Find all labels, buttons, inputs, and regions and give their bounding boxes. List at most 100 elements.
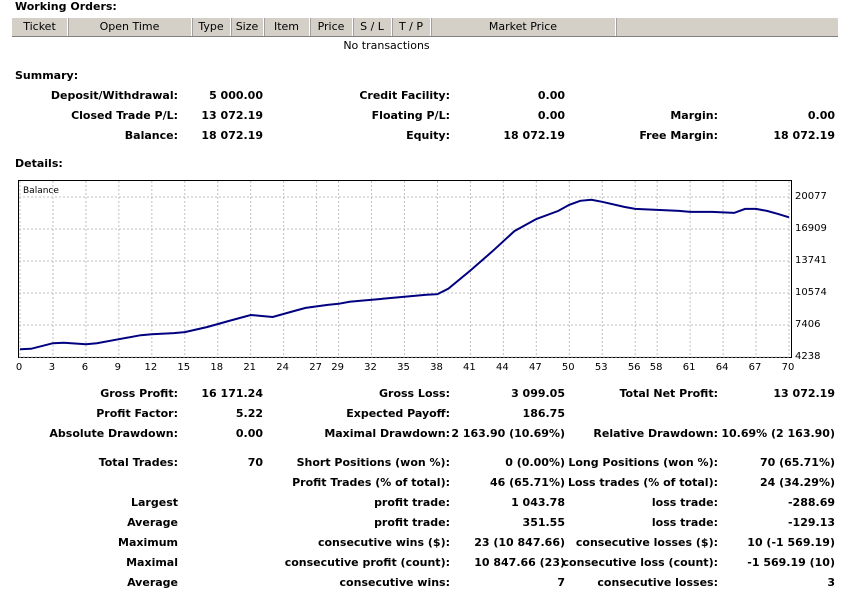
stat-label-3: loss trade: [651, 496, 718, 509]
x-tick-label: 56 [627, 362, 641, 373]
x-tick-label: 64 [715, 362, 729, 373]
stat-label-3: loss trade: [651, 516, 718, 529]
stat-label-3: consecutive loss (count): [562, 556, 718, 569]
x-tick-label: 41 [463, 362, 476, 373]
x-tick-label: 27 [309, 362, 322, 373]
column-blank [616, 18, 838, 36]
column-size[interactable]: Size [231, 18, 264, 36]
stat-label-3: consecutive losses: [597, 576, 718, 589]
stat-label-2: profit trade: [374, 496, 450, 509]
x-tick-label: 24 [276, 362, 290, 373]
working-orders-header: Ticket Open Time Type Size Item Price S … [12, 17, 838, 37]
y-tick-label: 7406 [795, 318, 821, 330]
no-transactions-message: No transactions [343, 39, 430, 52]
margin-label: Margin: [670, 109, 718, 122]
column-type[interactable]: Type [192, 18, 231, 36]
stat-label-2: Gross Loss: [379, 387, 450, 400]
stat-label-1: Average [127, 576, 178, 589]
stat-label-1: Largest [131, 496, 178, 509]
stat-value-2: 23 (10 847.66) [474, 536, 565, 549]
x-tick-label: 32 [364, 362, 377, 373]
x-tick-label: 12 [144, 362, 158, 373]
free-margin-value: 18 072.19 [773, 129, 835, 142]
stat-value-2: 10 847.66 (23) [474, 556, 565, 569]
stat-label-1: Profit Factor: [96, 407, 178, 420]
stat-label-3: Loss trades (% of total): [567, 476, 718, 489]
stat-label-1: Average [127, 516, 178, 529]
stat-value-2: 2 163.90 (10.69%) [451, 427, 565, 440]
x-tick-label: 47 [528, 362, 542, 373]
stat-label-2: consecutive wins ($): [317, 536, 450, 549]
column-take-profit[interactable]: T / P [392, 18, 431, 36]
chart-series-label: Balance [23, 186, 59, 196]
credit-value: 0.00 [537, 89, 565, 102]
x-tick-label: 58 [649, 362, 663, 373]
equity-value: 18 072.19 [503, 129, 565, 142]
x-tick-label: 50 [561, 362, 575, 373]
stat-value-3: 13 072.19 [773, 387, 835, 400]
y-tick-label: 20077 [795, 191, 827, 202]
stat-label-3: Total Net Profit: [619, 387, 719, 400]
balance-chart-svg: Balance [19, 181, 791, 358]
stat-label-2: Maximal Drawdown: [324, 427, 450, 440]
stat-label-1: Total Trades: [98, 456, 178, 469]
column-price[interactable]: Price [310, 18, 353, 36]
stat-label-2: consecutive profit (count): [284, 556, 450, 569]
x-tick-label: 61 [682, 362, 696, 373]
stat-label-1: Gross Profit: [100, 387, 178, 400]
stat-label-1: Maximum [118, 536, 178, 549]
floating-label: Floating P/L: [371, 109, 450, 122]
details-title: Details: [15, 157, 63, 170]
stat-value-1: 5.22 [235, 407, 263, 420]
stat-value-3: 24 (34.29%) [759, 476, 835, 489]
column-market-price[interactable]: Market Price [431, 18, 616, 36]
stat-label-3: Relative Drawdown: [593, 427, 718, 440]
x-tick-label: 53 [594, 362, 608, 373]
stat-value-2: 186.75 [522, 407, 565, 420]
x-tick-label: 38 [430, 362, 443, 373]
stat-label-2: Short Positions (won %): [296, 456, 450, 469]
x-tick-label: 70 [781, 362, 795, 373]
stat-value-2: 46 (65.71%) [489, 476, 565, 489]
stat-label-3: consecutive losses ($): [575, 536, 718, 549]
credit-label: Credit Facility: [359, 89, 450, 102]
balance-value: 18 072.19 [201, 129, 263, 142]
closed-trade-value: 13 072.19 [201, 109, 263, 122]
stat-value-1: 70 [247, 456, 263, 469]
stat-label-2: Profit Trades (% of total): [292, 476, 450, 489]
stat-value-3: 70 (65.71%) [759, 456, 835, 469]
working-orders-title: Working Orders: [15, 0, 117, 13]
stat-value-2: 0 (0.00%) [505, 456, 565, 469]
y-tick-label: 10574 [795, 286, 827, 298]
free-margin-label: Free Margin: [639, 129, 718, 142]
y-tick-label: 4238 [795, 351, 821, 362]
balance-chart: Balance [18, 180, 792, 358]
x-tick-label: 67 [748, 362, 762, 373]
x-tick-label: 9 [114, 362, 122, 373]
x-tick-label: 3 [48, 362, 56, 373]
equity-label: Equity: [406, 129, 450, 142]
closed-trade-label: Closed Trade P/L: [71, 109, 178, 122]
x-tick-label: 29 [331, 362, 344, 373]
stat-value-3: -288.69 [787, 496, 835, 509]
column-stop-loss[interactable]: S / L [353, 18, 392, 36]
deposit-value: 5 000.00 [209, 89, 263, 102]
stat-label-2: Expected Payoff: [346, 407, 450, 420]
stat-value-2: 7 [557, 576, 565, 589]
column-ticket[interactable]: Ticket [12, 18, 68, 36]
stat-value-3: 10 (-1 569.19) [747, 536, 835, 549]
column-item[interactable]: Item [264, 18, 310, 36]
stat-label-1: Absolute Drawdown: [49, 427, 178, 440]
x-tick-label: 44 [495, 362, 509, 373]
stat-label-2: profit trade: [374, 516, 450, 529]
y-tick-label: 13741 [795, 255, 827, 266]
x-tick-label: 21 [243, 362, 257, 373]
column-open-time[interactable]: Open Time [68, 18, 192, 36]
stat-value-2: 1 043.78 [511, 496, 565, 509]
stat-value-1: 16 171.24 [201, 387, 263, 400]
margin-value: 0.00 [807, 109, 835, 122]
stat-value-3: 3 [827, 576, 835, 589]
x-tick-label: 6 [81, 362, 89, 373]
stat-value-3: 10.69% (2 163.90) [721, 427, 835, 440]
y-tick-label: 16909 [795, 223, 827, 234]
